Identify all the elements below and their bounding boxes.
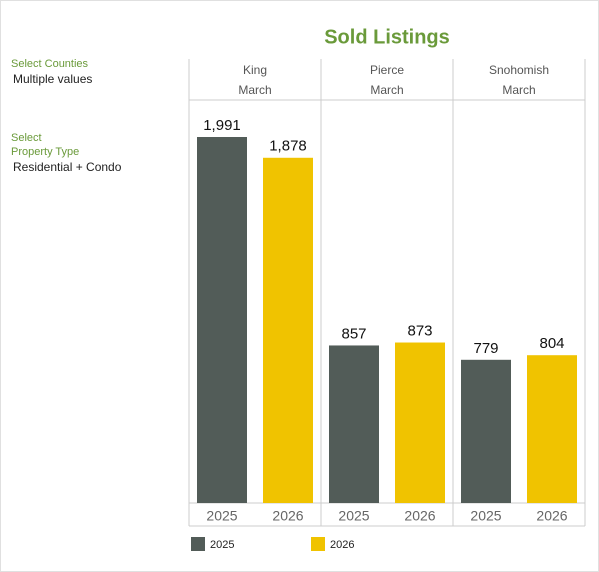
filter-label: Select Counties: [11, 58, 89, 70]
filter-label: Select Property Type: [11, 132, 80, 158]
legend-label: 2026: [330, 539, 354, 551]
data-label: 1,878: [269, 138, 307, 155]
data-label: 873: [407, 322, 432, 339]
legend-swatch: [311, 537, 325, 551]
data-label: 1,991: [203, 117, 241, 134]
bar: [329, 345, 379, 503]
data-label: 857: [341, 325, 366, 342]
category-label: Pierce: [370, 63, 404, 77]
category-label: King: [243, 63, 267, 77]
period-label: March: [502, 83, 535, 97]
legend-swatch: [191, 537, 205, 551]
data-label: 779: [473, 340, 498, 357]
filter-value[interactable]: Residential + Condo: [13, 160, 122, 174]
bar: [527, 355, 577, 503]
data-label: 804: [539, 335, 564, 352]
series-label: 2025: [338, 508, 369, 524]
chart-title: Sold Listings: [324, 26, 450, 48]
category-label: Snohomish: [489, 63, 549, 77]
bar: [197, 137, 247, 503]
bar: [263, 157, 313, 504]
series-label: 2025: [206, 508, 237, 524]
series-label: 2025: [470, 508, 501, 524]
series-label: 2026: [404, 508, 435, 524]
bar: [395, 342, 445, 503]
legend-label: 2025: [210, 539, 234, 551]
series-label: 2026: [272, 508, 303, 524]
bar: [461, 359, 511, 503]
filter-value[interactable]: Multiple values: [13, 72, 93, 86]
series-label: 2026: [536, 508, 567, 524]
period-label: March: [238, 83, 271, 97]
period-label: March: [370, 83, 403, 97]
